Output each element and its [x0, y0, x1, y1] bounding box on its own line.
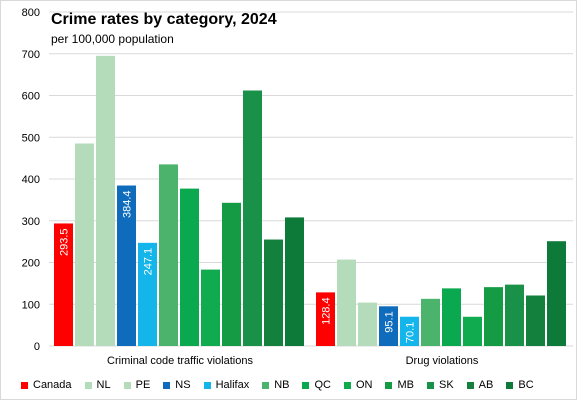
- y-tick-label: 0: [34, 341, 40, 353]
- legend-swatch: [426, 381, 434, 389]
- bar-on: [463, 316, 482, 346]
- legend-swatch: [506, 381, 514, 389]
- legend-swatch: [84, 381, 92, 389]
- legend-item: SK: [426, 379, 454, 391]
- y-tick-label: 500: [22, 132, 40, 144]
- bar-nb: [159, 164, 178, 346]
- bar-mb: [222, 202, 241, 346]
- y-tick-label: 400: [22, 174, 40, 186]
- legend-item: NB: [262, 379, 289, 391]
- legend-item: NS: [163, 379, 191, 391]
- y-tick-label: 300: [22, 216, 40, 228]
- bar-canada: [54, 223, 73, 346]
- bar-canada: [316, 292, 335, 346]
- legend-label: AB: [478, 379, 494, 391]
- legend-swatch: [163, 381, 171, 389]
- bar-nl: [75, 143, 94, 346]
- bar-sk: [505, 284, 524, 346]
- legend-swatch: [343, 381, 351, 389]
- chart-title: Crime rates by category, 2024: [51, 11, 277, 28]
- legend-swatch: [203, 381, 211, 389]
- bar-qc: [180, 188, 199, 346]
- legend-item: PE: [123, 379, 151, 391]
- y-tick-label: 200: [22, 258, 40, 270]
- x-category-label: Drug violations: [406, 355, 479, 367]
- legend-item: QC: [302, 379, 331, 391]
- data-label: 384.4: [122, 191, 134, 219]
- legend-item: BC: [506, 379, 534, 391]
- chart-subtitle: per 100,000 population: [51, 32, 174, 46]
- legend-item: ON: [343, 379, 373, 391]
- chart-legend: Canada NL PE NS Halifax NB QC ON MB SK AB BC: [21, 379, 572, 391]
- legend-label: NB: [274, 379, 290, 391]
- legend-swatch: [466, 381, 474, 389]
- bar-pe: [358, 302, 377, 346]
- legend-label: BC: [518, 379, 534, 391]
- y-tick-label: 100: [22, 299, 40, 311]
- y-tick-label: 800: [22, 7, 40, 19]
- legend-label: PE: [135, 379, 151, 391]
- bar-ns: [379, 306, 398, 346]
- legend-swatch: [123, 381, 131, 389]
- legend-label: Canada: [33, 379, 72, 391]
- bar-ab: [526, 295, 545, 346]
- bar-qc: [442, 288, 461, 346]
- bar-nl: [337, 259, 356, 346]
- data-label: 293.5: [59, 228, 71, 256]
- legend-item: Canada: [21, 379, 72, 391]
- legend-swatch: [385, 381, 393, 389]
- legend-item: MB: [385, 379, 414, 391]
- bar-ab: [264, 239, 283, 346]
- y-tick-label: 700: [22, 49, 40, 61]
- bar-pe: [96, 55, 115, 347]
- bar-bc: [285, 217, 304, 346]
- bar-halifax: [400, 316, 419, 346]
- x-category-label: Criminal code traffic violations: [107, 355, 253, 367]
- bar-nb: [421, 298, 440, 346]
- legend-item: NL: [84, 379, 111, 391]
- y-tick-label: 600: [22, 91, 40, 103]
- bar-sk: [243, 90, 262, 347]
- data-label: 128.4: [321, 297, 333, 325]
- bar-bc: [547, 241, 566, 346]
- legend-swatch: [302, 381, 310, 389]
- bar-mb: [484, 287, 503, 346]
- legend-label: ON: [355, 379, 373, 391]
- data-label: 95.1: [384, 311, 396, 332]
- bar-ns: [117, 185, 136, 346]
- legend-label: QC: [314, 379, 331, 391]
- bar-on: [201, 269, 220, 346]
- legend-item: AB: [466, 379, 494, 391]
- legend-item: Halifax: [203, 379, 250, 391]
- data-label: 70.1: [405, 322, 417, 343]
- legend-label: Halifax: [215, 379, 250, 391]
- legend-label: NL: [96, 379, 111, 391]
- legend-swatch: [21, 381, 28, 389]
- legend-label: MB: [397, 379, 414, 391]
- legend-swatch: [262, 381, 270, 389]
- legend-label: NS: [175, 379, 191, 391]
- legend-label: SK: [438, 379, 454, 391]
- bar-halifax: [138, 242, 157, 346]
- data-label: 247.1: [143, 248, 155, 276]
